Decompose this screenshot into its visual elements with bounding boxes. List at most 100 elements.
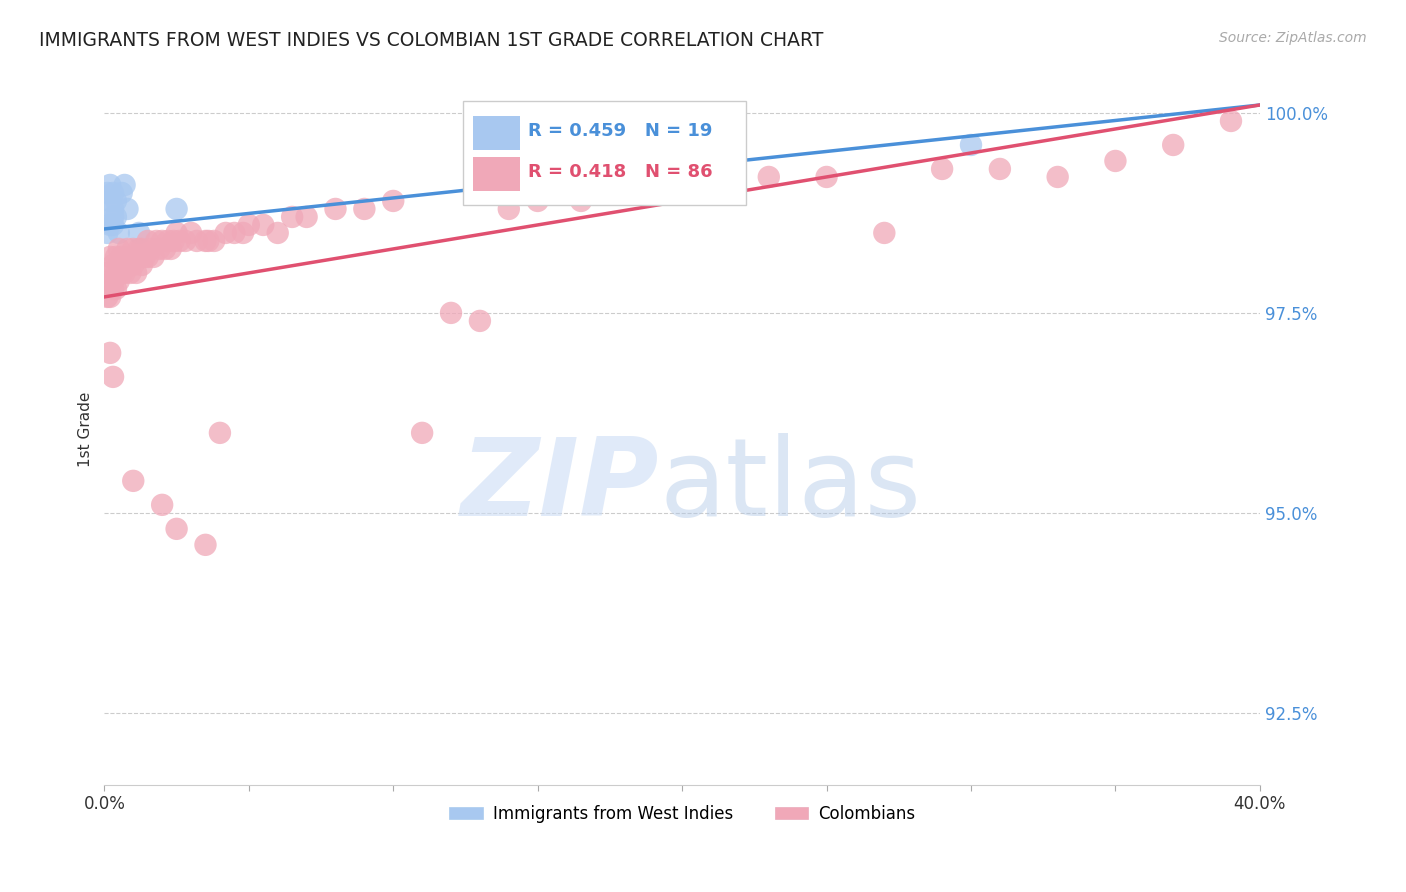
Point	[120, 250, 142, 264]
Point	[136, 234, 159, 248]
Point	[281, 210, 304, 224]
Point	[96, 226, 118, 240]
Point	[873, 226, 896, 240]
Point	[1161, 138, 1184, 153]
Point	[643, 178, 665, 192]
Point	[1046, 169, 1069, 184]
Point	[758, 169, 780, 184]
Point	[98, 274, 121, 288]
Point	[101, 186, 124, 200]
Point	[202, 234, 225, 248]
Point	[194, 538, 217, 552]
Point	[224, 226, 246, 240]
Point	[569, 194, 592, 208]
Point	[128, 242, 150, 256]
Point	[98, 178, 121, 192]
Point	[101, 370, 124, 384]
Y-axis label: 1st Grade: 1st Grade	[79, 392, 93, 467]
FancyBboxPatch shape	[472, 116, 520, 150]
Point	[117, 242, 139, 256]
Point	[468, 314, 491, 328]
Point	[98, 290, 121, 304]
Point	[197, 234, 219, 248]
Point	[98, 346, 121, 360]
Point	[117, 258, 139, 272]
Point	[122, 474, 145, 488]
Point	[96, 186, 118, 200]
Point	[101, 210, 124, 224]
Point	[101, 258, 124, 272]
Point	[117, 202, 139, 216]
Point	[122, 258, 145, 272]
Point	[1220, 114, 1243, 128]
Point	[643, 178, 665, 192]
Point	[125, 266, 148, 280]
Point	[104, 282, 127, 296]
FancyBboxPatch shape	[472, 157, 520, 191]
Point	[104, 250, 127, 264]
Point	[145, 234, 167, 248]
Point	[111, 250, 134, 264]
Text: R = 0.459   N = 19: R = 0.459 N = 19	[529, 121, 713, 140]
Point	[131, 242, 153, 256]
Point	[122, 242, 145, 256]
Point	[150, 498, 173, 512]
Point	[166, 522, 188, 536]
Point	[174, 234, 197, 248]
Point	[988, 161, 1011, 176]
Point	[166, 202, 188, 216]
Point	[101, 274, 124, 288]
Point	[163, 234, 186, 248]
Point	[169, 234, 191, 248]
Point	[382, 194, 405, 208]
Point	[101, 282, 124, 296]
Point	[136, 250, 159, 264]
Point	[111, 186, 134, 200]
FancyBboxPatch shape	[463, 102, 745, 204]
Point	[114, 178, 136, 192]
Point	[134, 250, 156, 264]
Point	[232, 226, 254, 240]
Point	[104, 266, 127, 280]
Point	[114, 258, 136, 272]
Point	[104, 210, 127, 224]
Text: atlas: atlas	[659, 433, 921, 539]
Point	[186, 234, 208, 248]
Point	[252, 218, 274, 232]
Point	[295, 210, 318, 224]
Point	[148, 242, 170, 256]
Point	[931, 161, 953, 176]
Point	[108, 274, 131, 288]
Point	[180, 226, 202, 240]
Point	[166, 226, 188, 240]
Point	[599, 186, 621, 200]
Point	[208, 425, 231, 440]
Point	[960, 138, 983, 153]
Point	[526, 194, 548, 208]
Point	[411, 425, 433, 440]
Text: Source: ZipAtlas.com: Source: ZipAtlas.com	[1219, 31, 1367, 45]
Point	[96, 266, 118, 280]
Point	[498, 202, 520, 216]
Point	[131, 258, 153, 272]
Point	[101, 218, 124, 232]
Point	[325, 202, 347, 216]
Point	[108, 226, 131, 240]
Point	[1104, 153, 1126, 168]
Point	[120, 266, 142, 280]
Point	[108, 258, 131, 272]
Point	[150, 234, 173, 248]
Point	[108, 242, 131, 256]
Point	[700, 178, 723, 192]
Point	[215, 226, 238, 240]
Point	[104, 194, 127, 208]
Point	[353, 202, 375, 216]
Point	[101, 202, 124, 216]
Point	[98, 250, 121, 264]
Point	[111, 266, 134, 280]
Point	[139, 242, 162, 256]
Point	[815, 169, 838, 184]
Legend: Immigrants from West Indies, Colombians: Immigrants from West Indies, Colombians	[443, 798, 922, 830]
Point	[128, 250, 150, 264]
Point	[156, 234, 179, 248]
